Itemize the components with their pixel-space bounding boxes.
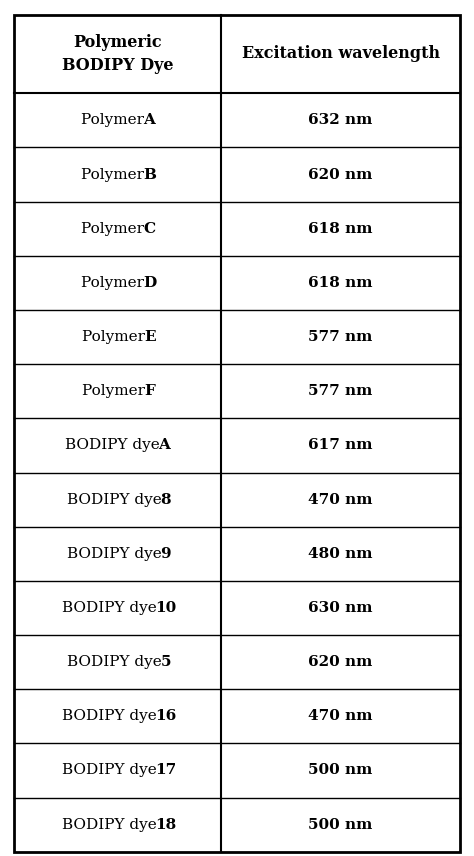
- Text: Polymer: Polymer: [81, 276, 148, 290]
- Text: 620 nm: 620 nm: [309, 655, 373, 669]
- Text: 470 nm: 470 nm: [309, 710, 373, 723]
- Text: C: C: [144, 222, 156, 235]
- Text: BODIPY dye: BODIPY dye: [67, 492, 166, 507]
- Text: 470 nm: 470 nm: [309, 492, 373, 507]
- Text: 480 nm: 480 nm: [309, 547, 373, 561]
- Text: Polymer: Polymer: [82, 384, 149, 398]
- Text: 618 nm: 618 nm: [309, 276, 373, 290]
- Text: Polymer: Polymer: [81, 222, 149, 235]
- Text: BODIPY dye: BODIPY dye: [62, 710, 162, 723]
- Text: BODIPY dye: BODIPY dye: [62, 817, 162, 832]
- Text: 9: 9: [160, 547, 171, 561]
- Text: Polymeric
BODIPY Dye: Polymeric BODIPY Dye: [62, 34, 173, 74]
- Text: D: D: [143, 276, 156, 290]
- Text: 630 nm: 630 nm: [309, 601, 373, 615]
- Text: E: E: [144, 330, 155, 344]
- Text: Polymer: Polymer: [81, 113, 148, 128]
- Text: Polymer: Polymer: [81, 168, 149, 181]
- Text: B: B: [143, 168, 156, 181]
- Text: 10: 10: [155, 601, 176, 615]
- Text: F: F: [144, 384, 155, 398]
- Text: 620 nm: 620 nm: [309, 168, 373, 181]
- Text: 500 nm: 500 nm: [309, 764, 373, 777]
- Text: A: A: [143, 113, 155, 128]
- Text: 17: 17: [155, 764, 177, 777]
- Text: BODIPY dye: BODIPY dye: [67, 655, 167, 669]
- Text: 500 nm: 500 nm: [309, 817, 373, 832]
- Text: BODIPY dye: BODIPY dye: [62, 764, 162, 777]
- Text: Excitation wavelength: Excitation wavelength: [242, 45, 440, 62]
- Text: 577 nm: 577 nm: [309, 330, 373, 344]
- Text: 617 nm: 617 nm: [309, 438, 373, 453]
- Text: A: A: [158, 438, 170, 453]
- Text: 577 nm: 577 nm: [309, 384, 373, 398]
- Text: Polymer: Polymer: [82, 330, 149, 344]
- Text: 8: 8: [160, 492, 171, 507]
- Text: 18: 18: [155, 817, 176, 832]
- Text: 632 nm: 632 nm: [309, 113, 373, 128]
- Text: BODIPY dye: BODIPY dye: [65, 438, 164, 453]
- Text: 16: 16: [155, 710, 176, 723]
- Text: 618 nm: 618 nm: [309, 222, 373, 235]
- Text: BODIPY dye: BODIPY dye: [62, 601, 162, 615]
- Text: BODIPY dye: BODIPY dye: [67, 547, 166, 561]
- Text: 5: 5: [160, 655, 171, 669]
